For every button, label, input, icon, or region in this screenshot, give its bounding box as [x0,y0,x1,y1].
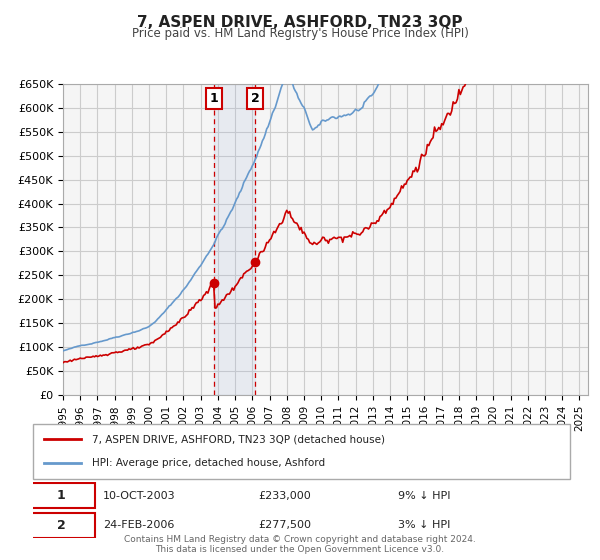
Text: 7, ASPEN DRIVE, ASHFORD, TN23 3QP: 7, ASPEN DRIVE, ASHFORD, TN23 3QP [137,15,463,30]
Text: Contains HM Land Registry data © Crown copyright and database right 2024.: Contains HM Land Registry data © Crown c… [124,535,476,544]
Text: 3% ↓ HPI: 3% ↓ HPI [398,520,451,530]
Text: 1: 1 [56,489,65,502]
Text: HPI: Average price, detached house, Ashford: HPI: Average price, detached house, Ashf… [92,459,325,468]
FancyBboxPatch shape [28,513,95,538]
Text: 9% ↓ HPI: 9% ↓ HPI [398,491,451,501]
Text: 7, ASPEN DRIVE, ASHFORD, TN23 3QP (detached house): 7, ASPEN DRIVE, ASHFORD, TN23 3QP (detac… [92,435,385,444]
Bar [214,84,255,395]
Text: 24-FEB-2006: 24-FEB-2006 [103,520,174,530]
Text: Price paid vs. HM Land Registry's House Price Index (HPI): Price paid vs. HM Land Registry's House … [131,27,469,40]
Text: 2: 2 [56,519,65,532]
Text: £277,500: £277,500 [259,520,311,530]
Text: 1: 1 [210,92,218,105]
Text: 2: 2 [251,92,259,105]
FancyBboxPatch shape [28,483,95,508]
Text: This data is licensed under the Open Government Licence v3.0.: This data is licensed under the Open Gov… [155,545,445,554]
Text: 10-OCT-2003: 10-OCT-2003 [103,491,175,501]
Text: £233,000: £233,000 [259,491,311,501]
FancyBboxPatch shape [33,424,570,479]
